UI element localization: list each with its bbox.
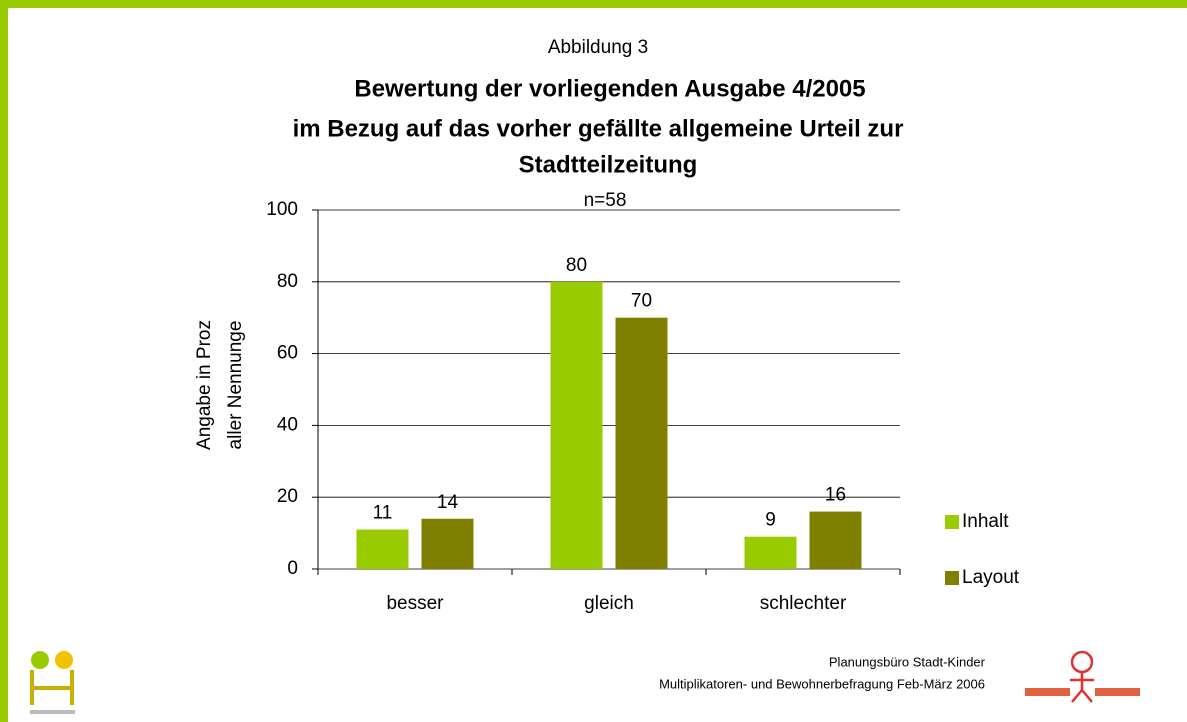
x-tick-label: gleich bbox=[584, 593, 634, 614]
data-label: 16 bbox=[825, 485, 846, 506]
data-label: 9 bbox=[765, 510, 776, 531]
bar bbox=[809, 511, 862, 569]
footer: Planungsbüro Stadt-Kinder bbox=[829, 654, 986, 669]
x-tick-label: besser bbox=[386, 593, 444, 614]
y-tick-label: 0 bbox=[287, 558, 298, 579]
legend-label: Inhalt bbox=[962, 511, 1009, 532]
data-label: 11 bbox=[373, 503, 393, 524]
legend-label: Layout bbox=[962, 567, 1020, 588]
legend-swatch bbox=[945, 515, 959, 529]
logo-left bbox=[30, 651, 75, 714]
logo-right bbox=[1025, 650, 1140, 703]
footer: Multiplikatoren- und Bewohnerbefragung F… bbox=[659, 676, 985, 691]
chart-title: Bewertung der vorliegenden Ausgabe 4/200… bbox=[354, 75, 865, 102]
y-axis-label: aller Nennunge bbox=[225, 321, 246, 450]
bar bbox=[550, 281, 603, 569]
legend-swatch bbox=[945, 571, 959, 585]
figure-label: Abbildung 3 bbox=[548, 37, 648, 58]
y-tick-label: 100 bbox=[266, 199, 298, 220]
data-label: 80 bbox=[566, 255, 587, 276]
y-tick-label: 20 bbox=[277, 486, 298, 507]
bar bbox=[421, 518, 474, 569]
border-top bbox=[0, 0, 1187, 8]
chart-title: Stadtteilzeitung bbox=[519, 151, 698, 178]
y-tick-label: 40 bbox=[277, 414, 298, 435]
data-label: 14 bbox=[437, 492, 459, 513]
y-axis-label: Angabe in Proz bbox=[194, 320, 215, 450]
y-tick-label: 80 bbox=[277, 271, 298, 292]
bar bbox=[744, 536, 797, 569]
data-label: 70 bbox=[631, 291, 652, 312]
y-tick-label: 60 bbox=[277, 343, 298, 364]
chart-subtitle: n=58 bbox=[584, 190, 627, 211]
chart-title: im Bezug auf das vorher gefällte allgeme… bbox=[293, 115, 904, 142]
border-left bbox=[0, 0, 8, 722]
bar bbox=[615, 317, 668, 569]
x-tick-label: schlechter bbox=[760, 593, 847, 614]
bar bbox=[356, 529, 409, 569]
